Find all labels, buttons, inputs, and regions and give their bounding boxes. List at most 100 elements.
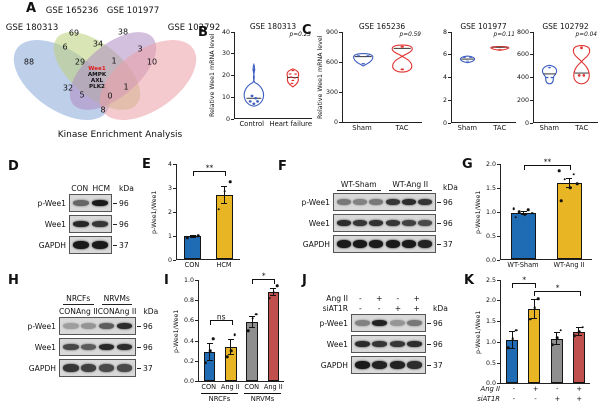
violin-tac — [570, 44, 593, 90]
plot-title: GSE 165236 — [358, 22, 406, 31]
protein-band — [63, 323, 79, 329]
protein-band — [81, 364, 97, 372]
x-label: WT-Ang II — [553, 260, 585, 269]
group-label: WT-Ang II — [388, 180, 432, 191]
lane — [352, 199, 368, 205]
plot-area: ns * — [199, 273, 284, 382]
panel-c-letter: C — [302, 23, 312, 38]
venn-count: 8 — [100, 105, 106, 115]
axis-label: - — [359, 304, 362, 314]
kda-marker: 37 — [136, 364, 158, 373]
panel-b: B GSE 180313 Relative Wee1 mRNA level 40… — [194, 16, 314, 156]
lane — [91, 241, 110, 249]
axis-label: CON — [97, 307, 115, 317]
protein-label: Wee1 — [44, 219, 66, 229]
data-point — [557, 169, 561, 172]
significance-bracket: ** — [523, 158, 572, 170]
protein-label: Wee1 — [34, 342, 56, 352]
data-point — [576, 182, 579, 186]
data-point — [533, 306, 537, 310]
treatment-values: - - + + — [351, 305, 426, 313]
data-point — [555, 336, 559, 339]
venn-ellipse-gse102792 — [99, 40, 197, 120]
protein-label: GAPDH — [302, 239, 330, 249]
blot-membrane — [351, 314, 426, 332]
lane — [115, 323, 133, 329]
treatment-label: Ang II — [480, 385, 500, 393]
panel-i: I p-Wee1/Wee1 1.0 0.8 0.6 0.4 0.2 0.0 ns * CON Ang… — [164, 270, 288, 406]
protein-band — [353, 240, 368, 248]
axis-label: - — [377, 304, 381, 314]
significance-label: * — [522, 275, 527, 285]
data-point — [551, 343, 554, 346]
protein-label: Wee1 — [326, 339, 348, 349]
violin-sham — [349, 52, 377, 75]
treatment-value: + — [532, 384, 539, 393]
significance-bracket: * — [512, 277, 537, 289]
data-point — [511, 337, 514, 340]
protein-band — [406, 341, 422, 347]
venn-count: 0 — [107, 91, 113, 101]
treatment-value: - — [512, 384, 516, 393]
significance-label: ns — [216, 312, 226, 322]
x-axis-labels: Sham TAC — [434, 123, 516, 134]
panel-b-letter: B — [198, 25, 208, 40]
protein-label: p-Wee1 — [319, 318, 349, 328]
error-bar — [221, 185, 228, 204]
error-bar — [249, 316, 256, 329]
treatment-value: - — [534, 394, 537, 403]
panel-j-blot: Ang II - + - + siAT1R - - + + kDa p-Wee1 96 Wee1… — [306, 294, 448, 377]
panel-g-letter: G — [462, 157, 473, 172]
venn-count: 6 — [62, 42, 68, 52]
venn-caption: Kinase Enrichment Analysis — [57, 130, 183, 140]
treatment-value: + — [576, 384, 582, 393]
bar — [184, 236, 202, 259]
protein-band — [91, 241, 108, 249]
blot-membrane — [333, 235, 436, 253]
data-point — [197, 234, 200, 237]
axis-label: TAC — [395, 124, 409, 133]
panel-e: E p-Wee1/Wee1 4 3 2 1 0 ** CON HCM — [142, 156, 242, 272]
significance-label: * — [555, 283, 560, 293]
axis-label: Ang II — [75, 307, 98, 317]
protein-label: p-Wee1 — [27, 321, 57, 331]
data-point — [563, 177, 566, 181]
x-label: WT-Sham — [507, 260, 539, 269]
blot-membrane — [59, 317, 136, 335]
protein-band — [91, 200, 108, 206]
blot-rows: p-Wee1 96 Wee1 96 GAPDH 37 — [12, 317, 158, 377]
axis-label: CON — [71, 184, 89, 194]
venn-count: 88 — [23, 57, 35, 67]
x-label: CON — [244, 382, 260, 391]
protein-band — [91, 221, 108, 227]
lane — [336, 220, 352, 226]
data-point — [514, 215, 517, 219]
lane — [401, 199, 417, 205]
axis-label: Sham — [352, 124, 372, 133]
kda-header: kDa — [143, 307, 159, 316]
blot-membrane — [351, 335, 426, 353]
panel-g: G p-Wee1/Wee1 2.0 1.5 1.0 0.5 0.0 ** WT-Sham WT-… — [462, 156, 598, 272]
violin-heart-failure — [279, 68, 307, 94]
data-point — [573, 334, 577, 337]
lane — [389, 361, 406, 369]
protein-label: Wee1 — [308, 218, 330, 228]
data-point — [254, 313, 258, 316]
blot-row: p-Wee1 96 — [306, 314, 448, 332]
axis-label: HCM — [92, 184, 111, 194]
panel-e-letter: E — [142, 157, 151, 172]
protein-band — [355, 361, 371, 369]
lane — [368, 199, 384, 205]
significance-label: ** — [543, 157, 552, 167]
chart-body: p-Wee1/Wee1 4 3 2 1 0 ** — [150, 161, 240, 264]
x-label: Ang II — [263, 382, 283, 391]
blot-row: p-Wee1 96 — [290, 193, 458, 211]
lane — [417, 220, 433, 226]
treatment-row: siAT1R - - + + kDa — [306, 304, 448, 313]
y-axis-label: Relative Wee1 mRNA level — [209, 33, 216, 118]
protein-band — [353, 199, 368, 205]
panel-j-letter: J — [302, 273, 307, 288]
group-label: NRCFs — [63, 294, 94, 305]
axis-label: Sham — [457, 124, 477, 133]
